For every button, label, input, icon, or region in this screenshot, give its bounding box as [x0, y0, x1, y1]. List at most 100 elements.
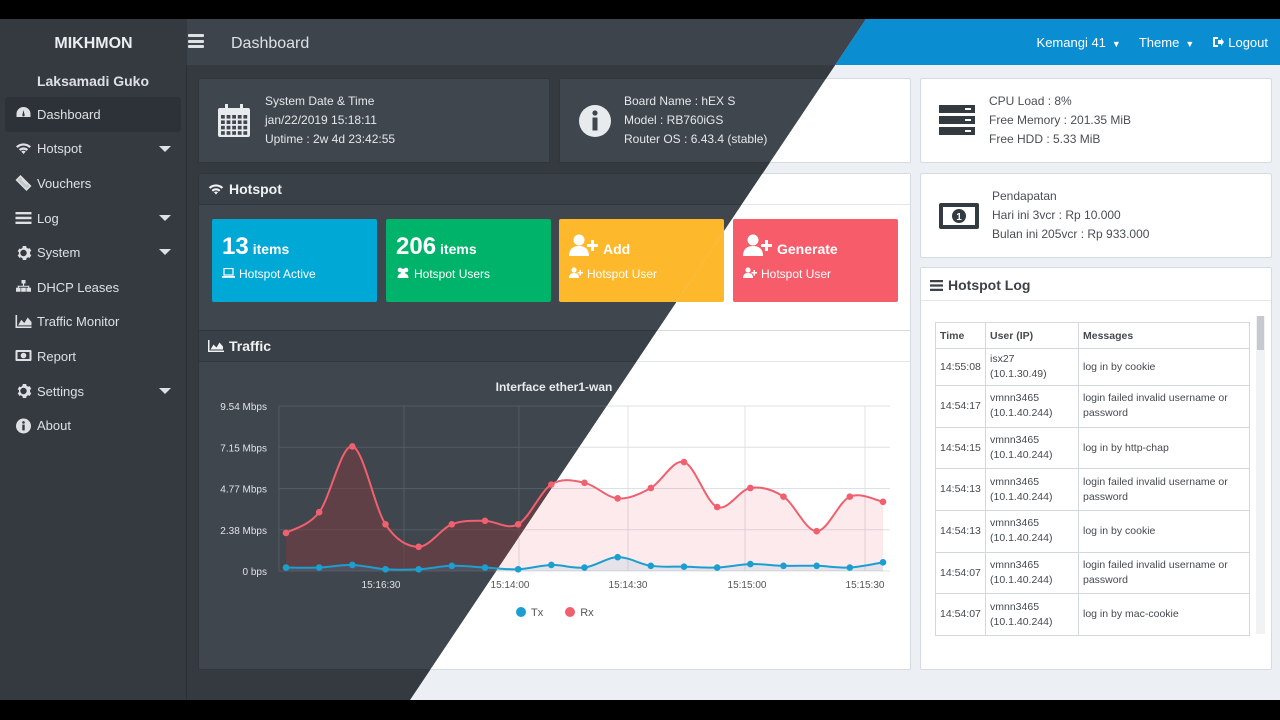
x-tick-label: 15:15:30	[846, 580, 885, 591]
data-point-rx[interactable]	[879, 498, 887, 506]
data-point-rx[interactable]	[813, 527, 820, 535]
sidebar-item-label: Hotspot	[37, 141, 82, 157]
table-cell: 14:54:13	[935, 468, 986, 512]
calendar-icon	[218, 104, 250, 137]
data-point-tx[interactable]	[813, 562, 820, 570]
data-point-rx[interactable]	[282, 529, 290, 537]
income-panel: 1 Pendapatan Hari ini 3vcr : Rp 10.000 B…	[920, 173, 1272, 258]
data-point-rx[interactable]	[481, 517, 489, 525]
log-scrollbar[interactable]	[1256, 316, 1265, 634]
board-name: Board Name : hEX S	[624, 94, 736, 108]
data-point-rx[interactable]	[514, 521, 522, 528]
data-point-rx[interactable]	[315, 508, 323, 516]
data-point-tx[interactable]	[382, 565, 389, 573]
table-cell: 14:54:07	[935, 551, 986, 595]
sidebar-item-hotspot[interactable]: Hotspot	[5, 132, 181, 167]
sidebar-item-report[interactable]: Report	[5, 339, 181, 374]
sidebar-item-system[interactable]: System	[5, 235, 181, 270]
theme-select[interactable]: Theme ▼	[1139, 35, 1194, 50]
sidebar-item-traffic-monitor[interactable]: Traffic Monitor	[5, 305, 181, 340]
legend-label: Rx	[580, 607, 594, 619]
sidebar-item-dashboard[interactable]: Dashboard	[5, 97, 181, 132]
svg-text:1: 1	[956, 212, 962, 223]
y-tick-label: 0 bps	[243, 567, 267, 578]
data-point-rx[interactable]	[581, 479, 588, 487]
sidebar-item-label: Traffic Monitor	[37, 314, 120, 330]
ticket-icon	[15, 175, 37, 192]
data-point-tx[interactable]	[514, 565, 522, 573]
data-point-rx[interactable]	[614, 495, 621, 502]
tile-caption-text: Hotspot Users	[414, 267, 491, 281]
sitemap-icon	[15, 279, 37, 295]
data-point-rx[interactable]	[349, 443, 356, 450]
brand-logo[interactable]: MIKHMON	[0, 19, 187, 65]
sidebar-item-vouchers[interactable]: Vouchers	[5, 166, 181, 201]
router-select[interactable]: Kemangi 41 ▼	[1037, 35, 1121, 50]
tile-headline: Add	[569, 233, 630, 261]
data-point-tx[interactable]	[879, 559, 887, 566]
hotspot-tile-4[interactable]: Generate Hotspot User	[733, 219, 898, 302]
data-point-rx[interactable]	[680, 458, 688, 466]
tile-caption-text: Hotspot User	[587, 267, 658, 281]
data-point-rx[interactable]	[747, 484, 754, 492]
data-point-tx[interactable]	[481, 564, 489, 571]
data-point-tx[interactable]	[581, 564, 588, 571]
sidebar: Laksamadi Guko Dashboard Hotspot Vouchers L…	[0, 65, 187, 700]
data-point-rx[interactable]	[647, 484, 655, 492]
table-cell: log in by mac-cookie	[1078, 593, 1250, 637]
data-point-tx[interactable]	[548, 561, 555, 569]
data-point-rx[interactable]	[548, 481, 555, 488]
data-point-tx[interactable]	[614, 553, 621, 561]
log-scroll-thumb[interactable]	[1257, 316, 1264, 350]
data-point-tx[interactable]	[846, 564, 854, 571]
sidebar-item-log[interactable]: Log	[5, 201, 181, 236]
data-point-rx[interactable]	[448, 521, 456, 528]
traffic-panel-title: Traffic	[229, 338, 272, 354]
navbar-right: Kemangi 41 ▼ Theme ▼ Logout	[1037, 19, 1268, 65]
y-tick-label: 9.54 Mbps	[220, 402, 267, 413]
sidebar-item-dhcp-leases[interactable]: DHCP Leases	[5, 270, 181, 305]
hotspot-panel-title: Hotspot	[229, 181, 282, 197]
sidebar-item-settings[interactable]: Settings	[5, 374, 181, 409]
data-point-tx[interactable]	[282, 564, 290, 571]
data-point-tx[interactable]	[647, 562, 655, 570]
data-point-tx[interactable]	[680, 563, 688, 570]
data-point-tx[interactable]	[448, 562, 456, 570]
table-cell: 14:54:07	[935, 593, 986, 637]
data-point-rx[interactable]	[780, 493, 787, 500]
legend-item-tx[interactable]: Tx	[516, 607, 543, 619]
x-tick-label: 15:16:30	[362, 580, 401, 591]
resource-panel: CPU Load : 8% Free Memory : 201.35 MiB F…	[920, 78, 1272, 163]
data-point-tx[interactable]	[747, 560, 754, 568]
income-label: Pendapatan	[992, 189, 1057, 203]
tile-caption: Hotspot Users	[396, 267, 490, 281]
free-memory: Free Memory : 201.35 MiB	[989, 113, 1132, 127]
table-cell: 14:54:13	[935, 510, 986, 553]
table-cell: 14:54:17	[935, 385, 986, 428]
menu-toggle-icon[interactable]	[188, 34, 204, 48]
data-point-tx[interactable]	[349, 561, 356, 569]
data-point-tx[interactable]	[415, 565, 422, 573]
data-point-tx[interactable]	[713, 564, 721, 571]
sidebar-item-about[interactable]: About	[5, 408, 181, 443]
server-icon	[939, 105, 975, 135]
user-plus-icon	[743, 267, 757, 281]
router-os-version: Router OS : 6.43.4 (stable)	[624, 132, 768, 146]
data-point-rx[interactable]	[382, 521, 389, 528]
router-name: Kemangi 41	[1036, 34, 1106, 50]
data-point-tx[interactable]	[780, 562, 787, 570]
caret-down-icon	[159, 214, 171, 221]
data-point-rx[interactable]	[713, 503, 721, 511]
logout-button[interactable]: Logout	[1212, 35, 1268, 50]
data-point-tx[interactable]	[315, 564, 323, 571]
legend-item-rx[interactable]: Rx	[565, 607, 594, 619]
data-point-rx[interactable]	[846, 493, 854, 500]
data-point-rx[interactable]	[415, 543, 422, 551]
